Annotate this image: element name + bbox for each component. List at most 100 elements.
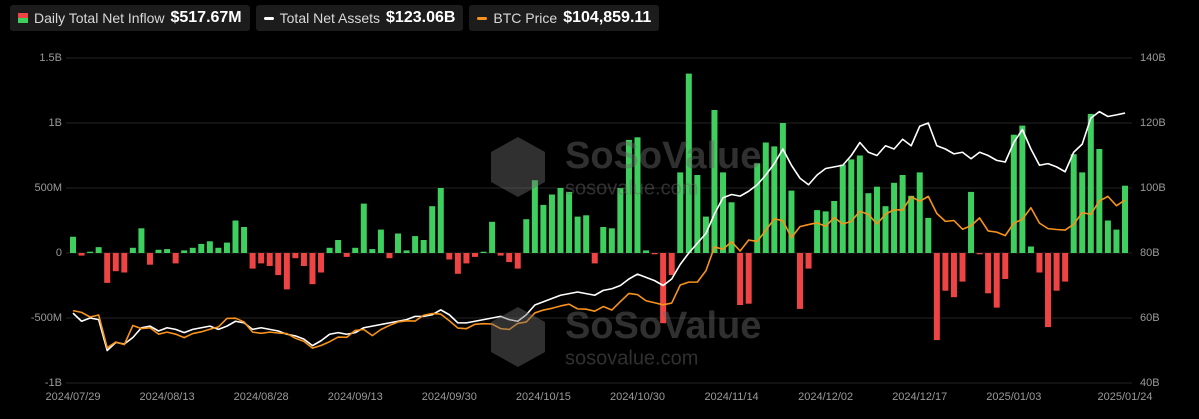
bar	[959, 253, 966, 282]
bar	[643, 250, 650, 253]
legend-item: BTC Price $104,859.11	[469, 5, 660, 31]
bar	[266, 253, 273, 266]
y2-tick-label: 80B	[1140, 247, 1160, 259]
bar	[796, 253, 803, 309]
x-tick-label: 2025/01/03	[986, 391, 1041, 403]
bar	[292, 253, 299, 259]
bar	[548, 194, 555, 253]
bar	[540, 204, 547, 253]
bar	[1045, 253, 1052, 328]
bar	[87, 251, 94, 253]
x-tick-label: 2024/10/30	[610, 391, 665, 403]
bar	[531, 180, 538, 253]
bar	[728, 202, 735, 253]
watermark-text: SoSoValue	[565, 135, 761, 177]
bar	[651, 253, 658, 255]
bar	[377, 229, 384, 253]
bar	[968, 191, 975, 253]
legend-icon	[263, 16, 274, 20]
bar	[70, 236, 76, 253]
bar	[489, 221, 496, 253]
bar	[891, 182, 898, 253]
bar	[583, 215, 590, 253]
bar	[95, 247, 102, 253]
bar	[343, 253, 350, 257]
legend: Daily Total Net Inflow $517.67M Total Net …	[10, 5, 660, 31]
legend-label: Daily Total Net Inflow	[34, 10, 165, 26]
bar	[779, 123, 786, 253]
y2-tick-label: 100B	[1140, 182, 1166, 194]
bar	[232, 220, 239, 253]
bar	[497, 253, 504, 256]
bar	[805, 253, 812, 269]
bar	[1053, 253, 1060, 291]
bar	[831, 201, 838, 253]
bar	[403, 250, 410, 253]
bar	[788, 190, 795, 253]
x-tick-label: 2024/07/29	[45, 391, 100, 403]
bar	[181, 250, 188, 253]
bar	[395, 233, 402, 253]
bar	[420, 240, 427, 253]
y2-tick-label: 140B	[1140, 52, 1166, 64]
bar	[839, 164, 846, 253]
x-tick-label: 2025/01/24	[1097, 391, 1152, 403]
bar	[335, 240, 342, 253]
bar	[506, 253, 513, 263]
bar	[1019, 125, 1026, 253]
bar	[566, 191, 573, 253]
bar	[309, 253, 316, 285]
bar	[146, 253, 153, 265]
bar	[189, 247, 196, 253]
bar	[1002, 253, 1009, 279]
legend-value: $517.67M	[170, 9, 242, 26]
bar	[104, 253, 111, 283]
bar	[300, 253, 307, 266]
bar	[1010, 134, 1017, 253]
bar	[172, 253, 179, 264]
x-tick-label: 2024/08/28	[234, 391, 289, 403]
bar	[198, 243, 205, 253]
bar	[694, 175, 701, 253]
bar	[352, 247, 359, 253]
bar	[908, 195, 915, 253]
bar	[164, 249, 171, 253]
bar	[754, 163, 761, 253]
bar	[660, 253, 667, 324]
bar	[720, 172, 727, 253]
bar	[993, 253, 1000, 308]
y2-tick-label: 40B	[1140, 377, 1160, 389]
x-tick-label: 2024/09/13	[328, 391, 383, 403]
bar	[155, 249, 162, 253]
bar	[360, 203, 367, 253]
bar	[933, 253, 940, 341]
x-tick-label: 2024/12/02	[798, 391, 853, 403]
legend-label: BTC Price	[493, 10, 558, 26]
bar	[429, 206, 436, 253]
bar	[1027, 246, 1034, 253]
bar	[711, 110, 718, 253]
bar	[617, 188, 624, 253]
bar	[856, 155, 863, 253]
bar	[1036, 253, 1043, 273]
bar	[574, 216, 581, 253]
bar	[258, 253, 265, 264]
x-tick-label: 2024/10/15	[516, 391, 571, 403]
bar	[369, 249, 376, 253]
watermark-url: sosovalue.com	[565, 177, 698, 199]
bar	[899, 175, 906, 253]
y-tick-label: 1.5B	[39, 52, 62, 64]
bar	[523, 219, 530, 253]
bar	[514, 253, 521, 269]
bar	[138, 228, 145, 253]
watermark-text: SoSoValue	[565, 305, 761, 347]
bar	[471, 253, 478, 257]
bar	[1070, 154, 1077, 253]
y2-tick-label: 60B	[1140, 312, 1160, 324]
bar	[950, 253, 957, 298]
bar	[1113, 229, 1120, 253]
y-tick-label: 0	[56, 247, 62, 259]
bar	[814, 210, 821, 253]
legend-value: $104,859.11	[563, 9, 652, 26]
